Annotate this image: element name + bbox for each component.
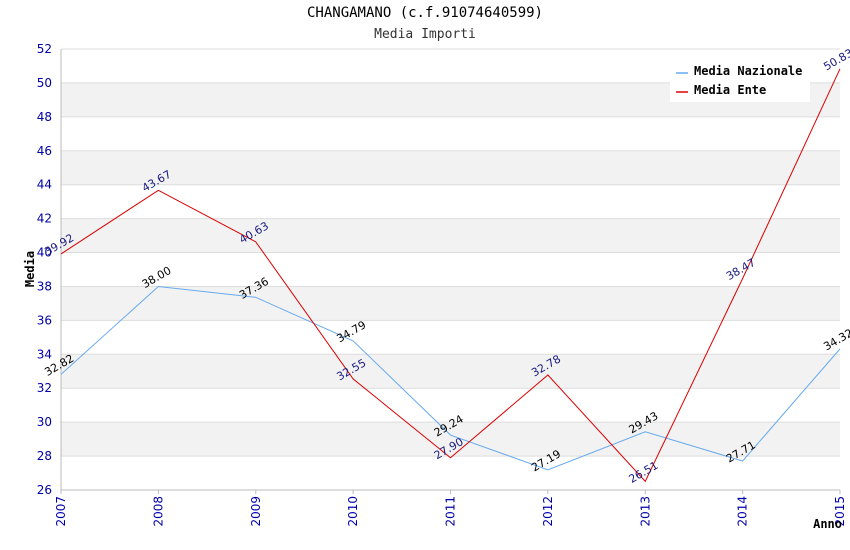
- series-line-media-nazionale: [60, 285, 841, 471]
- x-tick-label: 2015: [833, 496, 847, 527]
- chart-title: CHANGAMANO (c.f.91074640599): [306, 5, 543, 21]
- legend-box: [670, 60, 810, 102]
- y-tick-label: 34: [37, 347, 52, 361]
- plot-bands: [61, 82, 840, 457]
- y-tick-label: 52: [37, 42, 52, 56]
- x-tick-label: 2014: [736, 496, 750, 527]
- x-tick-label: 2010: [346, 496, 360, 527]
- y-tick-label: 36: [37, 313, 52, 327]
- legend-label-media-ente: Media Ente: [694, 83, 766, 97]
- data-label-media-ente: 38.47: [724, 256, 758, 283]
- legend: Media Nazionale Media Ente: [670, 60, 810, 102]
- x-tick-label: 2009: [249, 496, 263, 527]
- data-label-media-nazionale: 34.32: [821, 326, 850, 353]
- data-label-media-ente: 50.83: [821, 46, 850, 73]
- y-tick-label: 38: [37, 279, 52, 293]
- y-tick-label: 32: [37, 381, 52, 395]
- y-tick-label: 26: [37, 483, 52, 497]
- y-axis-label: Media: [23, 251, 37, 287]
- y-tick-label: 40: [37, 246, 52, 260]
- y-tick-label: 28: [37, 449, 52, 463]
- plot-band: [61, 354, 840, 389]
- y-tick-label: 50: [37, 76, 52, 90]
- x-axis-label: Anno: [813, 517, 842, 531]
- plot-band: [61, 422, 840, 457]
- series-line-media-ente: [60, 68, 841, 483]
- x-tick-label: 2008: [151, 496, 165, 527]
- y-tick-label: 42: [37, 212, 52, 226]
- x-tick-label: 2007: [54, 496, 68, 527]
- y-tick-label: 44: [37, 178, 52, 192]
- data-label-media-ente: 26.51: [627, 459, 661, 486]
- series-lines: [60, 68, 841, 483]
- axes: [60, 49, 841, 494]
- x-tick-label: 2011: [444, 496, 458, 527]
- legend-label-media-nazionale: Media Nazionale: [694, 64, 802, 78]
- data-label-media-nazionale: 34.79: [334, 318, 368, 345]
- x-ticks: 2007 2008 2009 2010 2011 2012 2013 2014 2015: [54, 496, 847, 527]
- plot-band: [61, 286, 840, 321]
- y-tick-label: 46: [37, 144, 52, 158]
- y-tick-label: 30: [37, 415, 52, 429]
- y-ticks: 26 28 30 32 34 36 38 40 42 44 46 48 50 52: [37, 42, 52, 497]
- plot-band: [61, 150, 840, 185]
- y-tick-label: 48: [37, 110, 52, 124]
- data-label-media-ente: 39.92: [42, 231, 76, 258]
- chart-subtitle: Media Importi: [374, 27, 476, 42]
- x-tick-label: 2013: [638, 496, 652, 527]
- plot-band: [61, 218, 840, 253]
- x-tick-label: 2012: [541, 496, 555, 527]
